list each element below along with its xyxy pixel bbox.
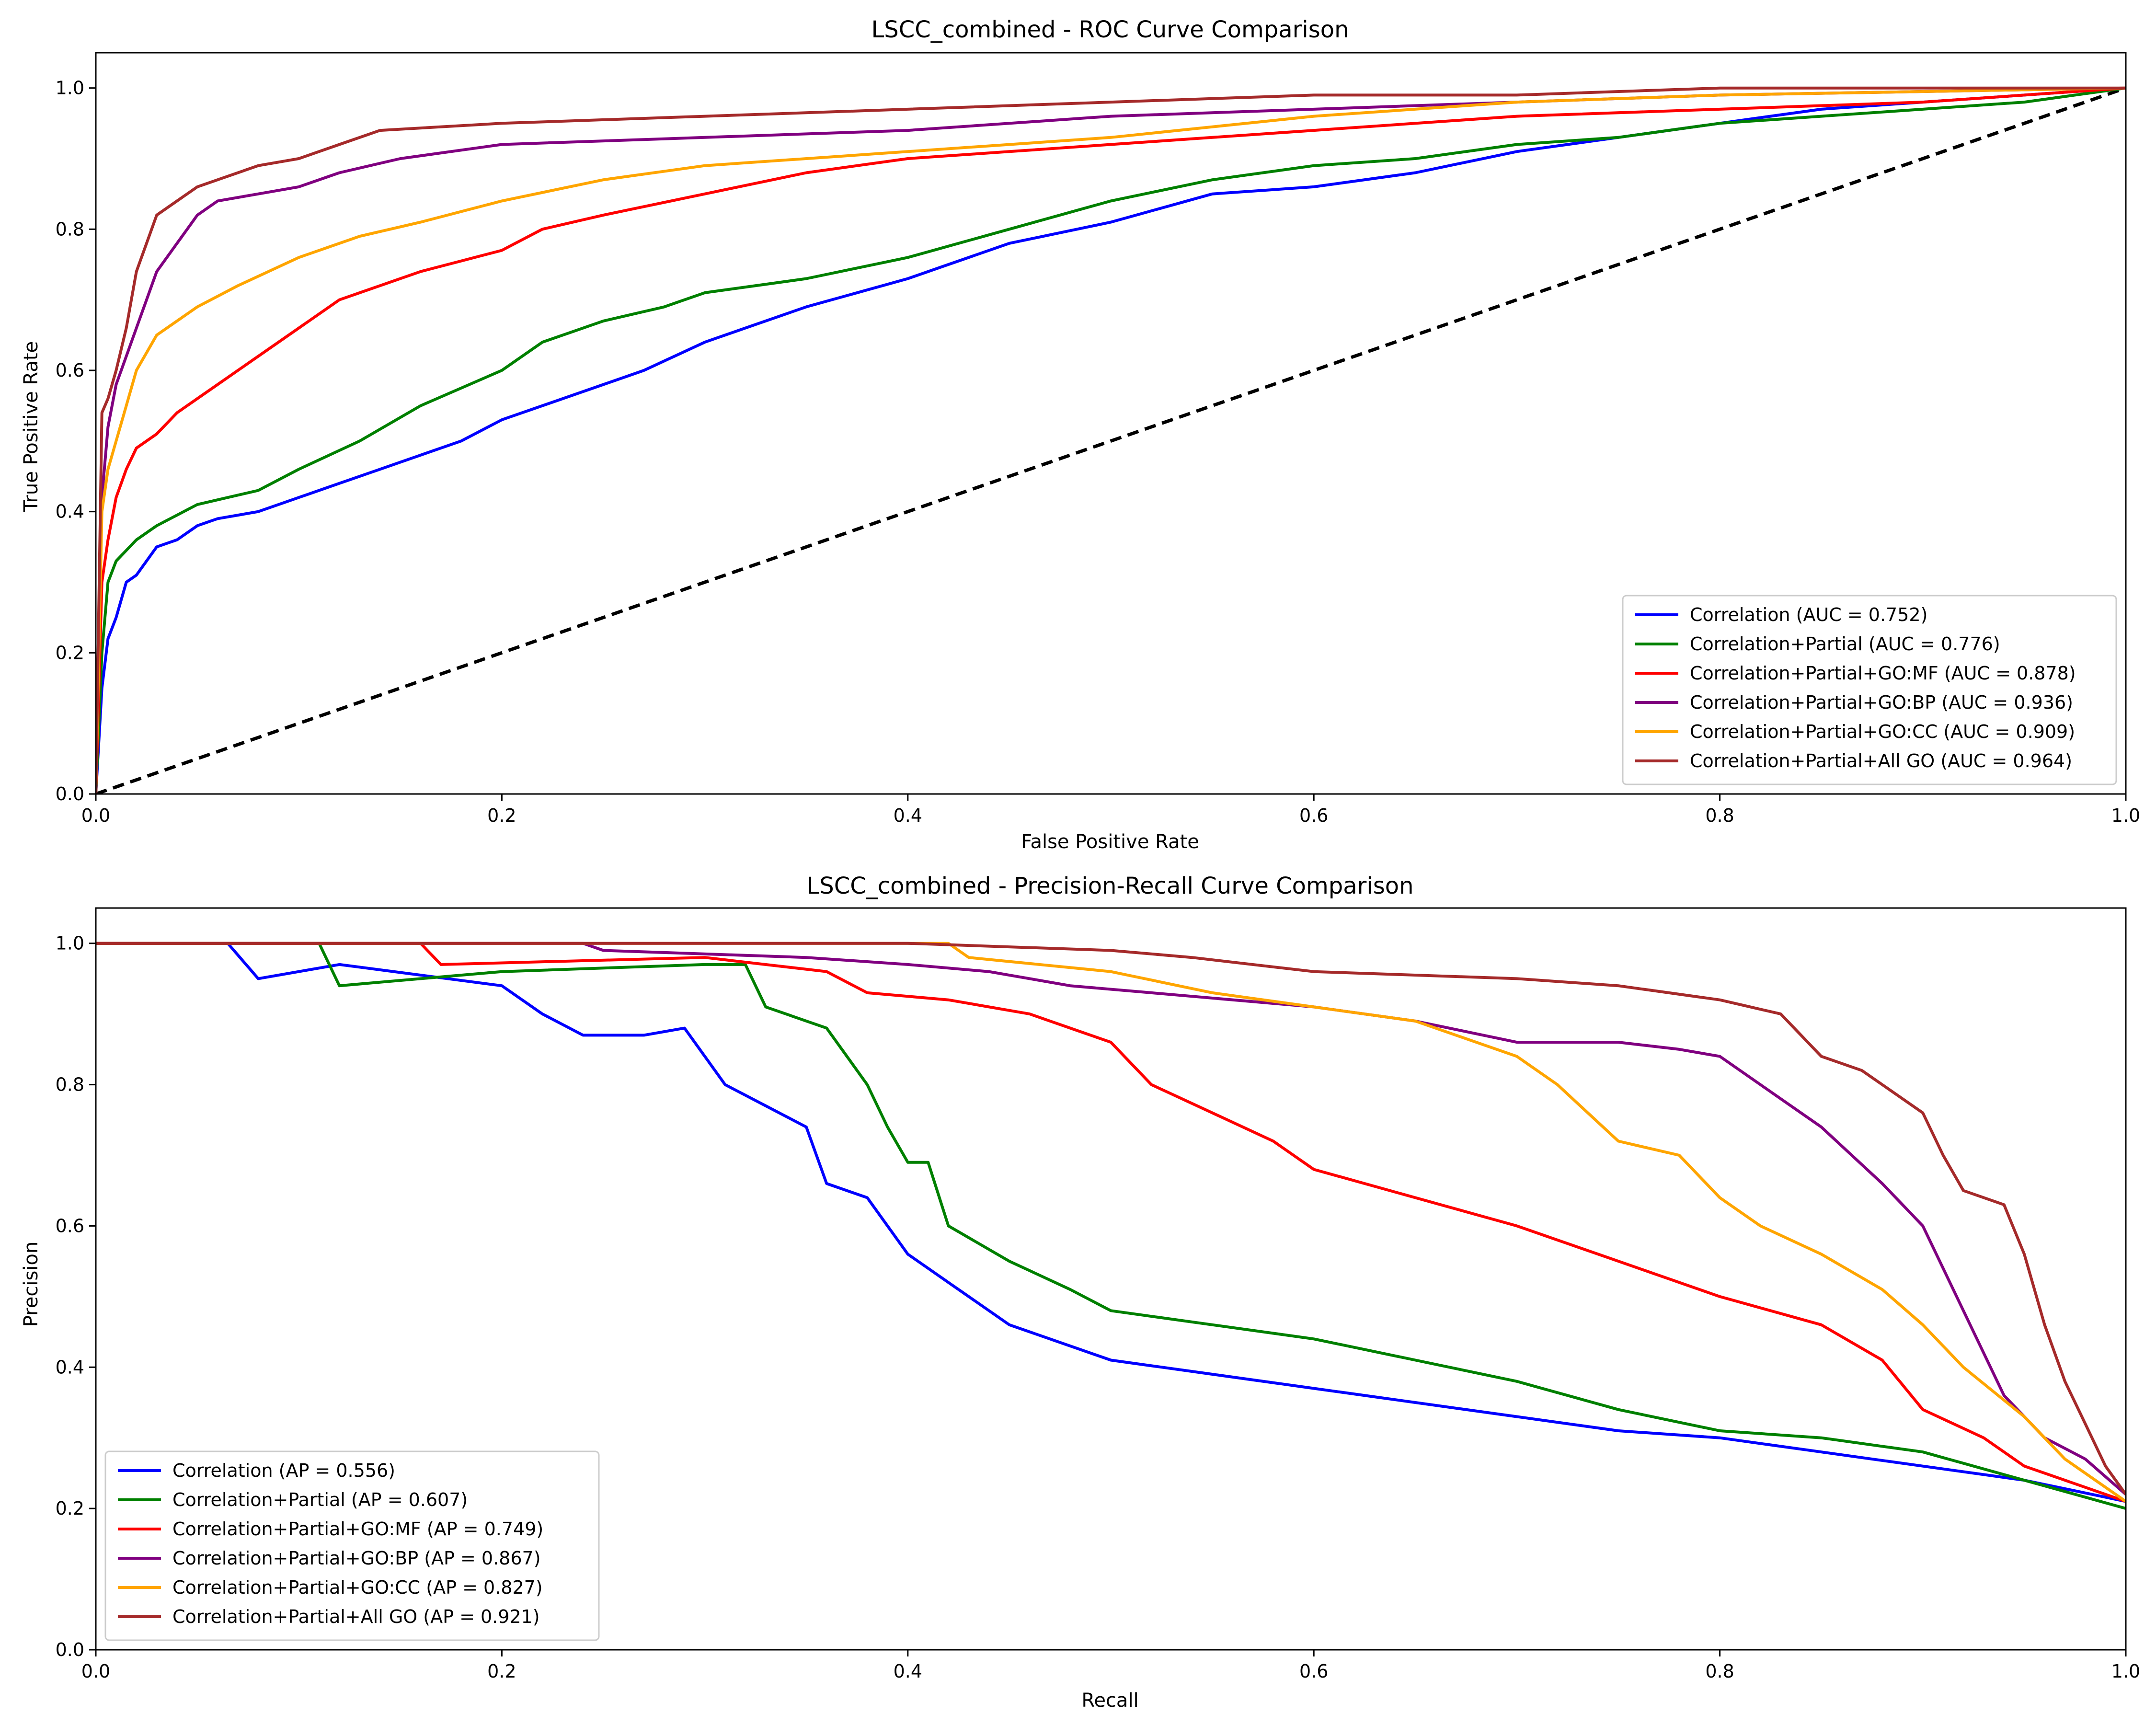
roc-x-tick-label: 0.4: [894, 805, 922, 826]
roc-x-tick-label: 0.8: [1705, 805, 1734, 826]
pr-legend-entry-3: Correlation+Partial+GO:MF (AP = 0.749): [172, 1518, 543, 1540]
roc-legend-entry-2: Correlation+Partial (AUC = 0.776): [1690, 633, 2000, 655]
roc-series-line-5: [96, 86, 2126, 794]
pr-plot-area: 0.0 0.2 0.4 0.6 0.8 1.0 0.0 0.2 0.4 0.6 0.8 1.0 Corr…: [56, 907, 2140, 1682]
pr-legend-entry-6: Correlation+Partial+All GO (AP = 0.921): [172, 1606, 540, 1627]
roc-y-tick-label: 0.4: [56, 501, 84, 522]
pr-x-tick-label: 0.0: [81, 1661, 110, 1682]
pr-legend-entry-4: Correlation+Partial+GO:BP (AP = 0.867): [172, 1548, 541, 1569]
pr-legend-entry-1: Correlation (AP = 0.556): [172, 1460, 395, 1481]
pr-title: LSCC_combined - Precision-Recall Curve C…: [806, 873, 1413, 899]
roc-x-tick-label: 0.0: [81, 805, 110, 826]
pr-legend-box: [104, 1450, 600, 1641]
pr-panel: LSCC_combined - Precision-Recall Curve C…: [20, 873, 2140, 1712]
roc-axes-frame: [95, 52, 2127, 795]
pr-y-tick-label: 0.2: [56, 1498, 84, 1519]
roc-legend: Correlation (AUC = 0.752) Correlation+Par…: [1622, 595, 2117, 785]
pr-series-line-3: [96, 942, 2126, 1503]
pr-y-axis-label: Precision: [20, 1242, 42, 1327]
pr-x-axis-label: Recall: [1081, 1690, 1138, 1712]
pr-x-tick-label: 0.4: [894, 1661, 922, 1682]
roc-legend-box: [1622, 595, 2117, 785]
pr-series-line-4: [96, 942, 2126, 1495]
roc-legend-entry-4: Correlation+Partial+GO:BP (AUC = 0.936): [1690, 692, 2073, 713]
roc-y-tick-label: 1.0: [56, 78, 84, 99]
pr-legend: Correlation (AP = 0.556) Correlation+Part…: [104, 1450, 600, 1641]
roc-y-tick-label: 0.6: [56, 360, 84, 381]
pr-series-line-5: [96, 942, 2126, 1503]
roc-x-axis-label: False Positive Rate: [1021, 831, 1199, 853]
roc-title: LSCC_combined - ROC Curve Comparison: [872, 16, 1349, 43]
pr-series-line-2: [96, 942, 2126, 1510]
roc-legend-entry-6: Correlation+Partial+All GO (AUC = 0.964): [1690, 750, 2072, 771]
roc-legend-entry-3: Correlation+Partial+GO:MF (AUC = 0.878): [1690, 663, 2076, 684]
pr-legend-entry-2: Correlation+Partial (AP = 0.607): [172, 1489, 468, 1510]
pr-y-tick-label: 0.4: [56, 1357, 84, 1378]
roc-y-axis-label: True Positive Rate: [20, 341, 42, 512]
pr-x-tick-label: 0.6: [1299, 1661, 1328, 1682]
pr-x-tick-label: 1.0: [2111, 1661, 2140, 1682]
roc-x-tick-label: 0.2: [487, 805, 516, 826]
roc-series-line-4: [96, 86, 2126, 794]
pr-x-tick-label: 0.8: [1705, 1661, 1734, 1682]
roc-series-line-2: [96, 86, 2126, 794]
roc-y-tick-label: 0.0: [56, 783, 84, 805]
roc-y-tick-label: 0.8: [56, 218, 84, 240]
pr-y-tick-label: 0.8: [56, 1074, 84, 1095]
roc-series-group: [96, 86, 2126, 794]
roc-y-tick-label: 0.2: [56, 642, 84, 663]
pr-y-tick-label: 1.0: [56, 933, 84, 954]
pr-y-tick-label: 0.6: [56, 1215, 84, 1236]
pr-series-line-1: [96, 942, 2126, 1503]
roc-panel: LSCC_combined - ROC Curve Comparison 0.0…: [20, 16, 2140, 853]
roc-plot-area: 0.0 0.2 0.4 0.6 0.8 1.0 0.0 0.2 0.4 0.6 0.8 1.0 Corr…: [56, 52, 2140, 826]
roc-legend-entry-5: Correlation+Partial+GO:CC (AUC = 0.909): [1690, 721, 2075, 742]
pr-y-tick-label: 0.0: [56, 1639, 84, 1660]
pr-x-tick-label: 0.2: [487, 1661, 516, 1682]
roc-reference-line: [96, 86, 2126, 794]
roc-legend-entry-1: Correlation (AUC = 0.752): [1690, 604, 1927, 625]
pr-axes-frame: [95, 907, 2127, 1651]
pr-series-group: [96, 942, 2126, 1510]
roc-series-line-1: [96, 86, 2126, 794]
roc-x-tick-label: 1.0: [2111, 805, 2140, 826]
roc-x-tick-label: 0.6: [1299, 805, 1328, 826]
roc-series-line-3: [96, 86, 2126, 794]
roc-series-line-6: [96, 86, 2126, 794]
pr-legend-entry-5: Correlation+Partial+GO:CC (AP = 0.827): [172, 1577, 543, 1598]
pr-series-line-6: [96, 942, 2126, 1495]
